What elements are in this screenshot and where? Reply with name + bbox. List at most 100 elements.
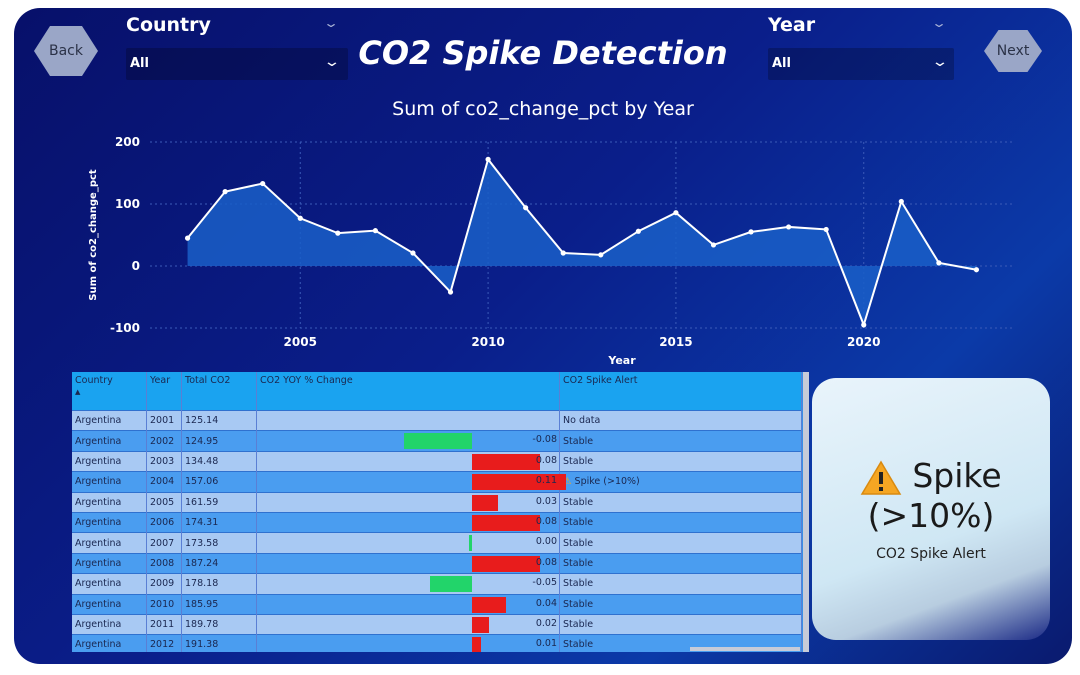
chart-title: Sum of co2_change_pct by Year xyxy=(392,98,694,120)
column-header-co2-change[interactable]: CO2 YOY % Change xyxy=(256,372,560,411)
x-tick-label: 2005 xyxy=(284,335,317,349)
cell-total-co2: 178.18 xyxy=(181,573,257,595)
y-tick-label: -100 xyxy=(110,321,140,335)
chevron-down-icon[interactable]: ⌄ xyxy=(930,16,948,30)
column-header-country[interactable]: Country ▲ xyxy=(72,372,147,411)
table-row[interactable]: Argentina 2002 124.95 -0.08 Stable xyxy=(72,430,802,452)
cell-country: Argentina xyxy=(72,511,147,533)
data-point[interactable] xyxy=(823,226,829,233)
data-point[interactable] xyxy=(786,224,792,230)
data-point[interactable] xyxy=(748,229,754,235)
cell-year: 2005 xyxy=(146,491,182,513)
cell-co2-change: 0.08 xyxy=(256,552,560,574)
cell-country: Argentina xyxy=(72,471,147,493)
alert-text: Stable xyxy=(563,455,594,467)
country-dropdown-value: All xyxy=(130,56,149,71)
country-dropdown[interactable]: All ⌄ xyxy=(126,48,348,80)
cell-co2-change: 0.03 xyxy=(256,491,560,513)
data-point[interactable] xyxy=(485,156,491,162)
series-line xyxy=(186,157,977,328)
column-header-spike-alert[interactable]: CO2 Spike Alert xyxy=(559,372,802,411)
cell-co2-change: 0.00 xyxy=(256,532,560,554)
cell-co2-change: -0.08 xyxy=(256,430,560,452)
alert-text: Stable xyxy=(563,639,594,651)
y-tick-label: 200 xyxy=(115,135,140,149)
table-row[interactable]: Argentina 2007 173.58 0.00 Stable xyxy=(72,532,802,554)
change-value: 0.08 xyxy=(535,515,557,527)
chevron-down-icon[interactable]: ⌄ xyxy=(323,54,341,70)
data-point[interactable] xyxy=(372,228,378,234)
cell-spike-alert: ⚠ Spike (>10%) xyxy=(559,471,802,493)
data-point[interactable] xyxy=(598,252,604,258)
data-point[interactable] xyxy=(861,322,867,328)
cell-spike-alert: Stable xyxy=(559,430,802,452)
positive-change-bar xyxy=(472,494,498,511)
table-row[interactable]: Argentina 2003 134.48 0.08 Stable xyxy=(72,450,802,472)
data-point[interactable] xyxy=(673,210,679,216)
data-point[interactable] xyxy=(560,250,566,256)
table-row[interactable]: Argentina 2001 125.14 No data xyxy=(72,409,802,431)
table-row[interactable]: Argentina 2004 157.06 0.11 ⚠ Spike (>10%) xyxy=(72,471,802,493)
table-row[interactable]: Argentina 2008 187.24 0.08 Stable xyxy=(72,552,802,574)
column-header-year[interactable]: Year xyxy=(146,372,182,411)
positive-change-bar xyxy=(472,616,489,633)
chevron-down-icon[interactable]: ⌄ xyxy=(931,54,949,70)
country-slicer[interactable]: Country ⌄ All ⌄ xyxy=(126,14,348,84)
table-row[interactable]: Argentina 2011 189.78 0.02 Stable xyxy=(72,613,802,635)
cell-country: Argentina xyxy=(72,491,147,513)
card-value-line1: Spike xyxy=(912,456,1002,495)
x-tick-label: 2015 xyxy=(659,335,692,349)
year-dropdown[interactable]: All ⌄ xyxy=(768,48,954,80)
alert-text: Stable xyxy=(563,598,594,610)
sort-ascending-icon: ▲ xyxy=(75,388,81,396)
data-point[interactable] xyxy=(447,289,454,295)
data-point[interactable] xyxy=(710,242,717,248)
warning-icon: ⚠ xyxy=(563,476,575,488)
data-point[interactable] xyxy=(523,205,529,211)
table-horizontal-scrollbar[interactable] xyxy=(690,647,800,651)
table-row[interactable]: Argentina 2006 174.31 0.08 Stable xyxy=(72,511,802,533)
table-row[interactable]: Argentina 2005 161.59 0.03 Stable xyxy=(72,491,802,513)
year-dropdown-value: All xyxy=(772,56,791,71)
cell-total-co2: 125.14 xyxy=(181,409,257,431)
cell-total-co2: 124.95 xyxy=(181,430,257,452)
table-row[interactable]: Argentina 2009 178.18 -0.05 Stable xyxy=(72,573,802,595)
positive-change-bar xyxy=(472,474,566,491)
cell-total-co2: 189.78 xyxy=(181,613,257,635)
data-point[interactable] xyxy=(297,215,303,221)
cell-co2-change xyxy=(256,409,560,431)
data-point[interactable] xyxy=(936,260,942,266)
change-value: 0.08 xyxy=(535,454,557,466)
cell-total-co2: 191.38 xyxy=(181,634,257,652)
cell-year: 2009 xyxy=(146,573,182,595)
data-point[interactable] xyxy=(184,235,191,241)
negative-change-bar xyxy=(404,433,472,450)
data-point[interactable] xyxy=(973,267,980,273)
column-header-total-co2[interactable]: Total CO2 xyxy=(181,372,257,411)
area-fill xyxy=(187,159,977,325)
spike-table[interactable]: Country ▲ Year Total CO2 CO2 YOY % Change… xyxy=(72,372,809,652)
change-value: 0.02 xyxy=(535,617,557,629)
cell-country: Argentina xyxy=(72,532,147,554)
alert-text: Stable xyxy=(563,517,594,529)
cell-spike-alert: Stable xyxy=(559,573,802,595)
data-point[interactable] xyxy=(260,180,266,187)
data-point[interactable] xyxy=(410,250,416,256)
alert-text: No data xyxy=(563,415,601,427)
cell-total-co2: 173.58 xyxy=(181,532,257,554)
data-point[interactable] xyxy=(222,189,228,195)
chevron-down-icon[interactable]: ⌄ xyxy=(322,16,340,30)
change-value: 0.11 xyxy=(535,475,557,487)
data-point[interactable] xyxy=(335,230,341,236)
positive-change-bar xyxy=(472,514,540,531)
change-value: 0.01 xyxy=(535,638,557,650)
table-row[interactable]: Argentina 2010 185.95 0.04 Stable xyxy=(72,593,802,615)
table-header-row: Country ▲ Year Total CO2 CO2 YOY % Change… xyxy=(72,372,802,411)
cell-spike-alert: Stable xyxy=(559,511,802,533)
alert-text: Stable xyxy=(563,496,594,508)
data-point[interactable] xyxy=(898,198,904,205)
data-point[interactable] xyxy=(635,228,641,234)
table-vertical-scrollbar[interactable] xyxy=(803,372,809,652)
year-slicer[interactable]: Year ⌄ All ⌄ xyxy=(768,14,954,84)
alert-text: Stable xyxy=(563,557,594,569)
